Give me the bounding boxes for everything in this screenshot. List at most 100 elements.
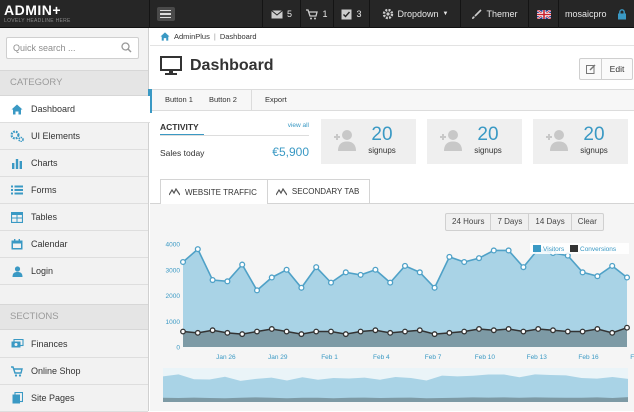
button-2[interactable]: Button 2 [209,95,237,104]
chart-legend: Visitors Conversions [530,243,629,254]
conversions-point [402,328,408,335]
conversions-point [283,328,290,335]
y-tick-label: 4000 [166,242,181,249]
visitors-point [520,264,527,271]
visitors-point [179,258,187,266]
app-logo[interactable]: ADMIN+ [4,2,62,18]
sidebar-item-charts[interactable]: Charts [0,150,148,177]
visitors-point [475,255,483,262]
range-14-days-button[interactable]: 14 Days [529,214,572,230]
cart-button[interactable]: 1 [300,0,333,28]
sidebar-item-finances[interactable]: Finances [0,331,148,358]
view-all-link[interactable]: view all [287,122,309,129]
range-button-group: 24 Hours 7 Days 14 Days Clear [445,213,604,231]
conversions-point [535,326,542,332]
sidebar-item-label: Forms [31,185,57,195]
action-toolbar: Button 1 Button 2 Export [148,89,634,113]
button-1[interactable]: Button 1 [165,95,193,104]
conversions-point [564,328,571,335]
chart-navigator[interactable] [150,364,634,404]
cart-icon [11,365,23,377]
breadcrumb-separator: | [213,32,216,41]
cogs-icon [10,130,24,142]
visitors-point [298,284,305,291]
search-icon[interactable] [121,42,132,53]
line-chart-icon [169,188,180,196]
visitors-point [239,261,246,268]
tab-label: SECONDARY TAB [291,187,360,196]
lock-icon[interactable] [617,8,627,20]
messages-count: 5 [286,9,292,19]
edit-button[interactable]: Edit [609,64,625,74]
conversions-point [461,328,468,335]
sidebar-item-label: Online Shop [31,366,81,376]
tab-website-traffic[interactable]: WEBSITE TRAFFIC [160,179,268,204]
conversions-point [579,328,586,335]
x-tick-label: Feb 4 [373,354,390,361]
sections-header: SECTIONS [0,304,148,330]
table-icon [11,211,23,223]
range-24-hours-button[interactable]: 24 Hours [446,214,492,230]
y-tick-label: 0 [176,345,180,352]
range-7-days-button[interactable]: 7 Days [491,214,530,230]
sidebar-item-login[interactable]: Login [0,258,148,285]
conversions-point [328,328,334,335]
home-icon [160,32,170,41]
conversions-point [372,327,379,334]
legend-label-conversions: Conversions [580,246,617,253]
sidebar-item-calendar[interactable]: Calendar [0,231,148,258]
visitors-point [253,287,261,294]
stat-card[interactable]: 20 signups [427,119,522,164]
user-menu[interactable]: mosaicpro [558,0,634,28]
sidebar-item-online-shop[interactable]: Online Shop [0,358,148,385]
clear-button[interactable]: Clear [577,217,597,226]
activity-widget: ACTIVITY view all Sales today €5,900 [160,119,309,163]
dropdown-button[interactable]: Dropdown ▼ [369,0,460,28]
menu-toggle-button[interactable] [149,0,181,28]
envelope-icon [271,9,283,18]
visitors-point [387,279,394,286]
legend-swatch-conversions [570,245,578,252]
sidebar-item-label: Dashboard [31,104,76,114]
dropdown-label: Dropdown [397,9,439,19]
y-tick-label: 1000 [166,319,181,326]
username: mosaicpro [565,9,607,19]
y-tick-label: 3000 [166,267,181,274]
themer-button[interactable]: Themer [460,0,528,28]
sidebar-item-label: Login [31,266,54,276]
visitors-point [623,274,631,281]
visitors-point [401,262,409,269]
money-icon [11,339,24,348]
sales-today-value: €5,900 [272,145,309,159]
calendar-icon [11,238,23,249]
language-button[interactable] [528,0,558,28]
x-tick-label: Feb 16 [578,354,599,361]
visitors-point [579,269,586,276]
stat-card[interactable]: 20 signups [321,119,416,164]
checkbox-icon [341,9,352,19]
x-tick-label: Feb 10 [475,354,496,361]
messages-button[interactable]: 5 [262,0,300,28]
stat-card[interactable]: 20 signups [533,119,628,164]
bar-chart-icon [12,158,22,169]
export-button[interactable]: Export [265,95,287,104]
sidebar-item-tables[interactable]: Tables [0,204,148,231]
sidebar-item-label: Finances [31,339,68,349]
conversions-point [490,327,497,334]
sidebar-item-ui-elements[interactable]: UI Elements [0,123,148,150]
traffic-chart: 0 1000 2000 3000 4000 Jan 26 Jan 29 Feb 1 Feb 4 F… [166,242,634,362]
search-input[interactable] [13,41,118,55]
toolbar-accent [148,89,152,113]
sidebar-item-dashboard[interactable]: Dashboard [0,96,150,123]
tasks-button[interactable]: 3 [333,0,369,28]
visitors-point [416,269,423,276]
top-navbar: ADMIN+ LOVELY HEADLINE HERE 5 1 3 Dropdo… [0,0,634,28]
sidebar-item-forms[interactable]: Forms [0,177,148,204]
conversions-point [416,327,423,334]
edit-icon-button[interactable] [580,59,602,79]
breadcrumb-home-link[interactable]: AdminPlus [174,32,210,41]
stat-value: 20 [477,124,499,145]
sidebar-item-site-pages[interactable]: Site Pages [0,385,148,412]
visitors-point [224,278,231,285]
tab-secondary[interactable]: SECONDARY TAB [266,179,371,203]
